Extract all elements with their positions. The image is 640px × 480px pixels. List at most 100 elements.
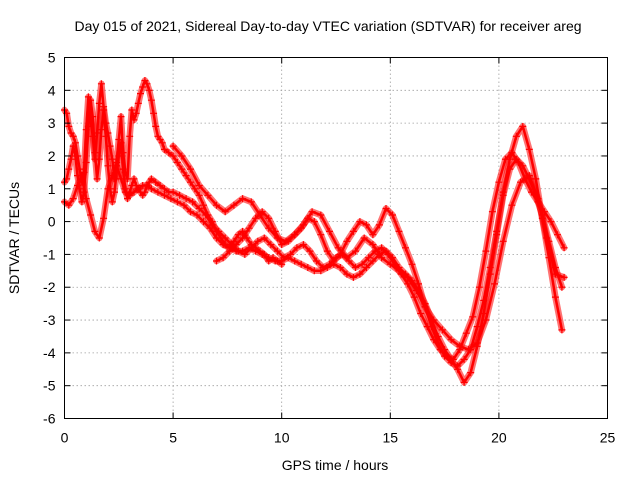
data-point [456, 342, 464, 350]
data-point [239, 247, 247, 255]
data-point [447, 336, 455, 344]
data-point [512, 155, 520, 163]
data-point [139, 83, 147, 91]
data-point [145, 86, 153, 94]
data-point [323, 247, 331, 255]
data-point [447, 359, 455, 367]
x-tick-label: 20 [491, 430, 507, 446]
data-point [113, 162, 121, 170]
data-point [97, 126, 105, 134]
data-point [252, 247, 260, 255]
data-point [415, 280, 422, 288]
data-point [173, 198, 181, 206]
data-point [65, 122, 73, 130]
data-point [91, 149, 99, 157]
series-trace-d [213, 122, 566, 370]
data-point [358, 260, 366, 268]
data-point [382, 247, 390, 255]
data-point [480, 296, 488, 304]
data-point [143, 182, 151, 189]
series-line [63, 157, 564, 384]
data-point [69, 195, 77, 203]
data-point [558, 326, 566, 334]
data-point [558, 283, 566, 291]
data-point [213, 201, 220, 209]
data-point [169, 188, 177, 196]
data-point [317, 211, 325, 219]
data-point [299, 221, 307, 229]
data-point [482, 316, 490, 324]
data-point [441, 352, 449, 360]
data-point [187, 165, 194, 173]
data-point [245, 224, 253, 232]
data-point [204, 191, 212, 199]
data-point [95, 234, 103, 242]
data-point [82, 195, 90, 203]
data-point [193, 211, 201, 219]
data-point [349, 227, 357, 235]
data-point [362, 264, 370, 271]
data-point [430, 316, 438, 324]
data-point [297, 260, 305, 268]
data-point [160, 185, 168, 193]
data-point [525, 145, 533, 153]
data-point [417, 310, 425, 317]
data-point [126, 132, 134, 140]
data-point [134, 185, 142, 193]
data-point [104, 162, 112, 170]
data-point [200, 201, 207, 209]
data-point [543, 234, 551, 242]
data-point [460, 378, 468, 386]
data-point [317, 267, 325, 275]
data-point [551, 293, 559, 301]
data-point [245, 244, 253, 252]
data-point [395, 267, 403, 275]
series-line [171, 144, 566, 351]
x-tick-label: 0 [61, 430, 69, 446]
data-point [506, 155, 514, 163]
data-point [389, 254, 396, 262]
y-tick-label: 0 [48, 214, 56, 230]
data-point [271, 257, 279, 265]
data-point [252, 214, 260, 222]
chart-title: Day 015 of 2021, Sidereal Day-to-day VTE… [74, 18, 581, 34]
x-tick-label: 15 [383, 430, 399, 446]
data-point [462, 329, 470, 337]
data-point [219, 241, 227, 249]
data-point [534, 195, 542, 203]
y-tick-label: 4 [48, 82, 56, 98]
data-point [378, 254, 386, 262]
data-point [67, 155, 75, 163]
data-point [126, 191, 134, 199]
data-point [465, 346, 472, 354]
data-point [519, 162, 527, 170]
data-point [293, 244, 301, 252]
data-point [454, 362, 462, 370]
data-point [317, 231, 325, 239]
data-point [206, 224, 214, 232]
x-tick-label: 25 [600, 430, 616, 446]
data-point [282, 237, 290, 245]
data-point [187, 208, 194, 216]
data-point [156, 182, 164, 189]
data-point [273, 247, 281, 255]
data-point [547, 218, 555, 226]
data-point [408, 260, 416, 268]
data-point [469, 313, 477, 321]
data-point [221, 208, 229, 216]
data-point [395, 227, 403, 235]
data-point [486, 264, 494, 271]
y-tick-label: -1 [43, 246, 56, 262]
data-point [195, 191, 203, 199]
data-point [491, 280, 499, 288]
data-point [195, 182, 203, 189]
data-point [375, 221, 383, 229]
data-point [152, 122, 160, 130]
data-point [254, 237, 262, 245]
data-point [336, 264, 344, 271]
axis-ticks: 0 5 10 15 20 25 -6 -5 -4 -3 -2 -1 0 1 2 3 4 5 [43, 50, 615, 446]
data-point [438, 326, 446, 334]
data-point [551, 270, 559, 278]
data-point [330, 257, 338, 265]
